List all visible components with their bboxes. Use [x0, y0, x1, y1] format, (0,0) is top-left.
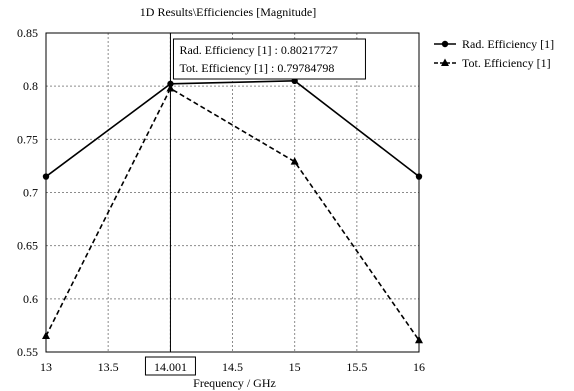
y-tick-label: 0.8 [23, 79, 38, 93]
plot-frame [45, 32, 420, 353]
y-tick-label: 0.7 [23, 186, 38, 200]
x-tick-label: 15 [289, 360, 301, 374]
x-tick-label: 15.5 [346, 360, 367, 374]
y-tick-label: 0.65 [17, 239, 38, 253]
x-axis-ticks: 13 13.5 14.5 15 15.5 16 [40, 360, 425, 374]
cursor-tooltip-rad-value: Rad. Efficiency [1] : 0.80217727 [179, 43, 337, 57]
cursor-tooltip-box [172, 38, 366, 80]
x-axis-label: Frequency / GHz [193, 376, 276, 390]
data-point-1 [42, 331, 50, 340]
data-point-0 [167, 80, 174, 88]
data-point-0 [415, 173, 423, 180]
grid [45, 32, 420, 353]
x-tick-label: 13 [40, 360, 52, 374]
legend-label-1: Tot. Efficiency [1] [462, 56, 551, 70]
series-line-1 [45, 87, 420, 341]
cursor-x-label-box [144, 356, 196, 376]
legend: Rad. Efficiency [1] Tot. Efficiency [1] [434, 37, 554, 70]
cursor-x-label: 14.001 [144, 356, 196, 376]
chart-title: 1D Results\Efficiencies [Magnitude] [140, 5, 316, 19]
x-tick-label: 16 [413, 360, 425, 374]
legend-marker-0 [441, 40, 449, 48]
legend-label-0: Rad. Efficiency [1] [462, 37, 554, 51]
y-tick-label: 0.85 [17, 26, 38, 40]
y-tick-label: 0.55 [17, 345, 38, 359]
series-line-0 [45, 80, 420, 178]
x-tick-label: 14.5 [222, 360, 243, 374]
cursor-x-label-text: 14.001 [154, 360, 187, 374]
series-layer [42, 77, 423, 344]
y-tick-label: 0.75 [17, 132, 38, 146]
y-tick-label: 0.6 [23, 292, 38, 306]
legend-marker-1 [441, 58, 449, 66]
data-point-0 [42, 173, 50, 180]
data-point-1 [166, 83, 175, 92]
data-point-1 [415, 335, 423, 344]
cursor-tooltip: Rad. Efficiency [1] : 0.80217727 Tot. Ef… [172, 38, 366, 80]
x-tick-label: 13.5 [98, 360, 119, 374]
data-point-1 [290, 157, 299, 165]
y-axis-ticks: 0.85 0.8 0.75 0.7 0.65 0.6 0.55 [17, 26, 38, 359]
cursor-tooltip-tot-value: Tot. Efficiency [1] : 0.79784798 [179, 61, 334, 75]
